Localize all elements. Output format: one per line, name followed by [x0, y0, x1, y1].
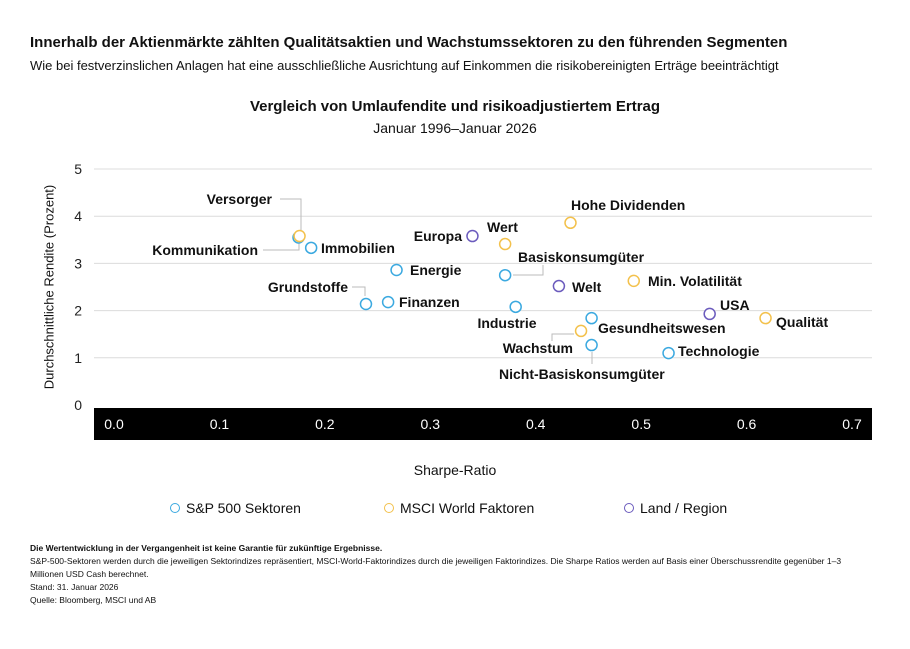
legend-item-msci: MSCI World Faktoren: [384, 500, 534, 516]
scatter-plot: 0 1 2 3 4 5 0.0 0.1 0.2 0.3 0.4 0.5 0.6 0.7 Kommunikat…: [74, 161, 872, 440]
data-point: [574, 324, 588, 338]
x-tick-label: 0.6: [737, 416, 757, 432]
data-point: [293, 229, 306, 243]
data-point-label: Basiskonsumgüter: [518, 249, 645, 265]
data-point-label: Nicht-Basiskonsumgüter: [499, 366, 665, 382]
data-point: [509, 300, 522, 314]
chart-title: Vergleich von Umlaufendite und risikoadj…: [249, 98, 661, 115]
data-point-label: Wachstum: [503, 340, 573, 356]
legend-marker: [624, 503, 634, 513]
data-point: [564, 216, 577, 230]
data-point-label: Welt: [572, 279, 602, 295]
x-tick-label: 0.7: [842, 416, 862, 432]
page-subtitle: Wie bei festverzinslichen Anlagen hat ei…: [30, 58, 779, 73]
page-title: Innerhalb der Aktienmärkte zählten Quali…: [30, 34, 788, 51]
data-point-label: Min. Volatilität: [648, 273, 742, 289]
x-axis-label: Sharpe-Ratio: [413, 462, 497, 478]
data-point: [359, 297, 373, 311]
data-point-label: Industrie: [477, 315, 536, 331]
data-point-label: Gesundheitswesen: [598, 320, 726, 336]
y-tick-label: 3: [74, 255, 82, 271]
data-point-label: Immobilien: [321, 240, 395, 256]
y-tick-label: 2: [74, 303, 82, 319]
data-point-label: Technologie: [678, 343, 760, 359]
disclaimer: Die Wertentwicklung in der Vergangenheit…: [30, 543, 383, 553]
data-point: [703, 307, 716, 321]
data-point: [381, 295, 395, 309]
data-point-label: Europa: [414, 228, 462, 244]
data-point-label: Kommunikation: [152, 242, 258, 258]
data-point-label: Qualität: [776, 314, 828, 330]
data-point-label: Energie: [410, 262, 462, 278]
source-note: Quelle: Bloomberg, MSCI und AB: [30, 595, 157, 605]
data-point: [552, 279, 566, 293]
y-axis-label: Durchschnittliche Rendite (Prozent): [41, 184, 57, 390]
leader-line: [280, 198, 302, 230]
x-tick-label: 0.2: [315, 416, 335, 432]
leader-line: [263, 243, 300, 251]
data-point: [498, 268, 512, 282]
footnotes: Die Wertentwicklung in der Vergangenheit…: [30, 542, 875, 607]
legend-label: S&P 500 Sektoren: [186, 500, 301, 516]
legend-marker: [170, 503, 180, 513]
x-tick-label: 0.1: [210, 416, 230, 432]
legend-label: MSCI World Faktoren: [400, 500, 535, 516]
data-point: [466, 229, 479, 243]
data-point: [662, 346, 675, 360]
data-point: [759, 311, 772, 325]
y-tick-label: 4: [74, 208, 82, 224]
legend-marker: [384, 503, 394, 513]
data-point: [304, 241, 318, 255]
data-point-label: Wert: [487, 219, 518, 235]
x-tick-label: 0.3: [421, 416, 441, 432]
x-tick-label: 0.4: [526, 416, 546, 432]
y-tick-label: 1: [74, 350, 82, 366]
data-point: [627, 274, 641, 288]
data-point: [498, 237, 512, 251]
leader-line: [352, 286, 366, 296]
x-axis-bar: [94, 408, 872, 440]
data-point-label: Grundstoffe: [268, 279, 348, 295]
legend-label: Land / Region: [640, 500, 728, 516]
data-point: [585, 338, 598, 352]
data-point-label: Hohe Dividenden: [571, 197, 685, 213]
data-point-label: Finanzen: [399, 294, 460, 310]
leader-line: [551, 333, 574, 341]
leader-line: [513, 265, 544, 276]
methodology-note: S&P-500-Sektoren werden durch die jeweil…: [30, 556, 842, 579]
data-point-label: USA: [720, 297, 750, 313]
x-tick-label: 0.5: [631, 416, 651, 432]
data-point-label: Versorger: [207, 191, 273, 207]
data-point: [585, 311, 598, 325]
y-tick-label: 5: [74, 161, 82, 177]
x-tick-label: 0.0: [104, 416, 124, 432]
chart-subtitle: Januar 1996–Januar 2026: [373, 120, 537, 136]
y-tick-label: 0: [74, 397, 82, 413]
legend-item-region: Land / Region: [624, 500, 727, 516]
date-note: Stand: 31. Januar 2026: [30, 582, 119, 592]
legend-item-sp500: S&P 500 Sektoren: [170, 500, 301, 516]
data-point: [390, 263, 403, 277]
